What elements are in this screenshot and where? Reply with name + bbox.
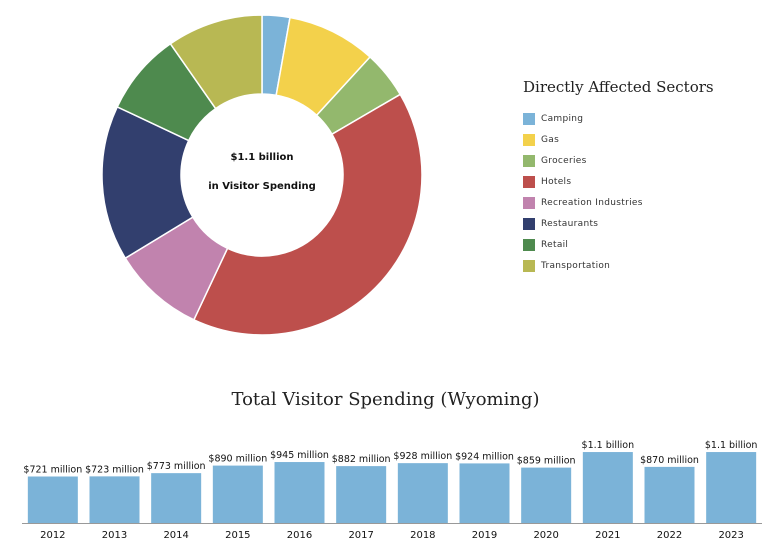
bar-2023[interactable] bbox=[706, 452, 757, 523]
x-tick-label: 2014 bbox=[163, 530, 188, 541]
donut-center-caption: in Visitor Spending bbox=[208, 181, 316, 192]
bar-value-label: $870 million bbox=[640, 455, 699, 466]
bar-value-label: $890 million bbox=[208, 454, 267, 465]
bar-value-label: $859 million bbox=[517, 456, 576, 467]
x-tick-label: 2020 bbox=[533, 530, 558, 541]
bar-2014[interactable] bbox=[151, 473, 202, 523]
bar-chart-title: Total Visitor Spending (Wyoming) bbox=[231, 389, 540, 410]
legend-label: Groceries bbox=[541, 155, 587, 166]
bar-value-label: $924 million bbox=[455, 451, 514, 462]
donut-center-amount: $1.1 billion bbox=[230, 152, 293, 163]
x-tick-label: 2022 bbox=[657, 530, 682, 541]
bar-2022[interactable] bbox=[644, 466, 695, 523]
bar-2017[interactable] bbox=[336, 466, 387, 523]
donut-chart: $1.1 billion in Visitor Spending bbox=[101, 14, 423, 336]
legend-label: Recreation Industries bbox=[541, 197, 643, 208]
x-tick-label: 2016 bbox=[287, 530, 312, 541]
legend-swatch bbox=[523, 133, 535, 146]
x-tick-label: 2018 bbox=[410, 530, 435, 541]
bar-2016[interactable] bbox=[274, 462, 325, 523]
legend-item-groceries[interactable]: Groceries bbox=[523, 150, 714, 171]
legend-item-camping[interactable]: Camping bbox=[523, 108, 714, 129]
legend-swatch bbox=[523, 196, 535, 209]
legend-swatch bbox=[523, 154, 535, 167]
bar-2012[interactable] bbox=[27, 476, 78, 523]
x-tick-label: 2021 bbox=[595, 530, 620, 541]
bar-2018[interactable] bbox=[397, 463, 448, 523]
legend-swatch bbox=[523, 259, 535, 272]
x-tick-label: 2012 bbox=[40, 530, 65, 541]
legend-item-gas[interactable]: Gas bbox=[523, 129, 714, 150]
bar-2021[interactable] bbox=[582, 452, 633, 523]
legend-title: Directly Affected Sectors bbox=[523, 78, 714, 96]
x-tick-label: 2015 bbox=[225, 530, 250, 541]
x-tick-label: 2023 bbox=[718, 530, 743, 541]
legend-item-transportation[interactable]: Transportation bbox=[523, 255, 714, 276]
bar-value-label: $1.1 billion bbox=[705, 440, 758, 451]
bar-2020[interactable] bbox=[521, 467, 572, 523]
bar-value-label: $928 million bbox=[393, 451, 452, 462]
legend-label: Transportation bbox=[541, 260, 611, 271]
legend-item-hotels[interactable]: Hotels bbox=[523, 171, 714, 192]
legend-item-recreation-industries[interactable]: Recreation Industries bbox=[523, 192, 714, 213]
legend-items: Camping Gas Groceries Hotels Recreation Indu… bbox=[523, 108, 714, 276]
legend-label: Camping bbox=[541, 113, 584, 124]
donut-slice-hotels[interactable] bbox=[192, 93, 423, 336]
bar-value-label: $723 million bbox=[85, 464, 144, 475]
legend-swatch bbox=[523, 112, 535, 125]
bar-value-label: $721 million bbox=[23, 464, 82, 475]
bar-2015[interactable] bbox=[212, 465, 263, 523]
donut-slice-transportation[interactable] bbox=[169, 14, 263, 110]
legend-swatch bbox=[523, 217, 535, 230]
bar-2019[interactable] bbox=[459, 463, 510, 523]
legend-label: Restaurants bbox=[541, 218, 599, 229]
legend: Directly Affected Sectors Camping Gas Groc… bbox=[523, 78, 714, 276]
legend-label: Retail bbox=[541, 239, 569, 250]
x-tick-label: 2013 bbox=[102, 530, 127, 541]
legend-label: Gas bbox=[541, 134, 560, 145]
legend-item-restaurants[interactable]: Restaurants bbox=[523, 213, 714, 234]
legend-label: Hotels bbox=[541, 176, 572, 187]
bar-value-label: $773 million bbox=[147, 461, 206, 472]
legend-swatch bbox=[523, 238, 535, 251]
bar-2013[interactable] bbox=[89, 476, 140, 523]
legend-swatch bbox=[523, 175, 535, 188]
legend-item-retail[interactable]: Retail bbox=[523, 234, 714, 255]
x-tick-label: 2019 bbox=[472, 530, 497, 541]
bar-value-label: $945 million bbox=[270, 450, 329, 461]
bar-value-label: $1.1 billion bbox=[582, 440, 635, 451]
x-tick-label: 2017 bbox=[348, 530, 373, 541]
bar-value-label: $882 million bbox=[332, 454, 391, 465]
